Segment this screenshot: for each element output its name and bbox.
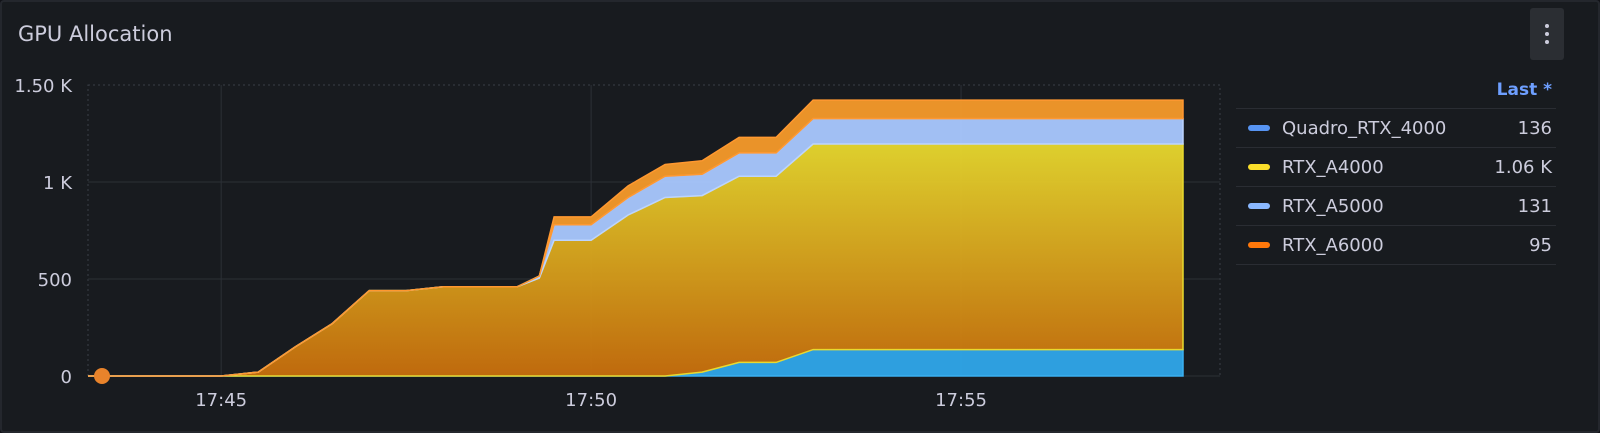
legend-item-rtx-a5000[interactable]: RTX_A5000 131 [1236,186,1556,225]
legend-item-rtx-a6000[interactable]: RTX_A6000 95 [1236,225,1556,265]
legend-swatch [1248,203,1270,209]
legend-series-name: RTX_A5000 [1282,195,1384,217]
legend-swatch [1248,125,1270,131]
y-tick-label: 1 K [43,173,73,194]
data-point-marker[interactable] [94,368,110,384]
legend-series-name: RTX_A4000 [1282,156,1384,178]
legend-last-value: 131 [1517,195,1552,217]
panel-title: GPU Allocation [18,22,173,46]
x-tick-label: 17:55 [935,390,987,411]
legend-series-name: RTX_A6000 [1282,234,1384,256]
legend-sort-header[interactable]: Last * [1496,80,1552,100]
legend-swatch [1248,242,1270,248]
legend-item-quadro-rtx-4000[interactable]: Quadro_RTX_4000 136 [1236,108,1556,147]
y-tick-label: 500 [38,270,72,291]
y-tick-label: 0 [61,367,72,388]
legend-series-name: Quadro_RTX_4000 [1282,117,1447,139]
legend-item-rtx-a4000[interactable]: RTX_A4000 1.06 K [1236,147,1556,186]
x-tick-label: 17:45 [195,390,247,411]
area-series-rtx-a6000 [88,99,1184,377]
legend-last-value: 136 [1517,117,1552,139]
panel-menu-button[interactable] [1530,8,1564,60]
kebab-icon [1545,24,1549,44]
legend-last-value: 95 [1529,234,1552,256]
plot-border [87,84,1221,377]
chart-areas [88,99,1184,377]
legend: Last * Quadro_RTX_4000 136 RTX_A4000 1.06 K… [1236,72,1556,265]
y-axis-labels: 0 500 1 K 1.50 K [14,76,73,388]
y-tick-label: 1.50 K [14,76,73,97]
legend-swatch [1248,164,1270,170]
x-tick-label: 17:50 [565,390,617,411]
gpu-allocation-chart: 0 500 1 K 1.50 K 17:45 17:50 17:55 [14,76,1221,411]
area-series-rtx-a4000 [88,143,1184,377]
legend-last-value: 1.06 K [1494,156,1552,178]
x-axis-labels: 17:45 17:50 17:55 [195,390,987,411]
